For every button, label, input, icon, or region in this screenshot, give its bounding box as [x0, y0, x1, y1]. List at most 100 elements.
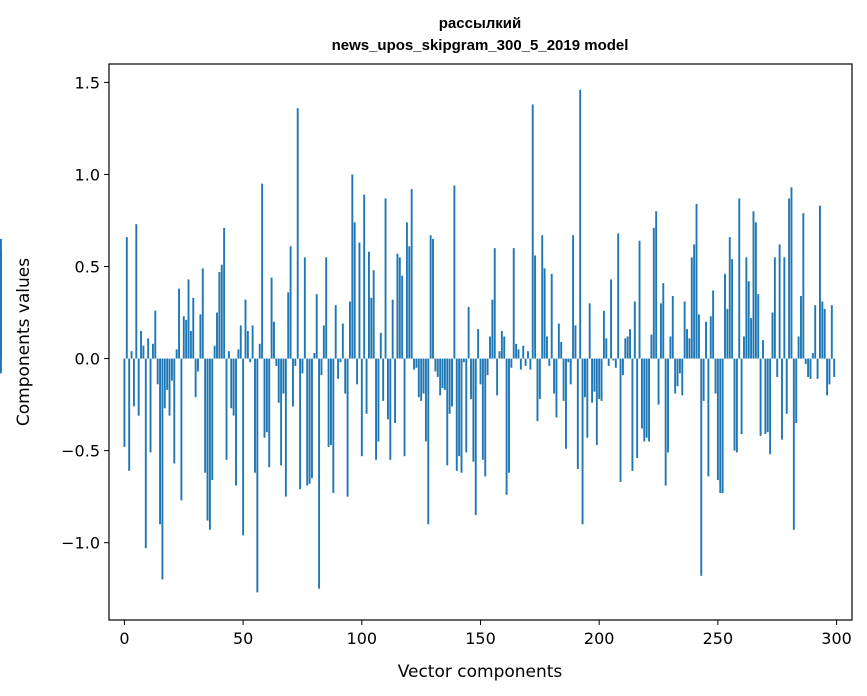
bar-component-50: [242, 358, 245, 536]
bar-component-227: [662, 283, 665, 359]
bar-component-98: [356, 358, 359, 385]
bar-component-26: [185, 319, 188, 359]
bar-component-154: [489, 336, 491, 359]
bar-component-95: [348, 301, 351, 359]
bar-component-223: [652, 227, 655, 359]
bar-component-292: [816, 358, 819, 379]
bar-component-265: [752, 211, 755, 359]
bar-component-232: [674, 358, 677, 394]
bar-component-49: [239, 325, 242, 359]
bar-component-199: [595, 358, 598, 446]
bar-component-17: [163, 358, 166, 409]
bar-component-116: [398, 257, 401, 359]
bar-component-210: [621, 358, 624, 376]
bar-component-250: [716, 358, 719, 481]
bar-component-284: [797, 336, 800, 359]
bar-component-195: [586, 358, 589, 438]
bar-component-224: [655, 211, 658, 359]
bar-component-79: [311, 358, 313, 479]
bar-component-214: [631, 358, 634, 471]
x-tick-label: 100: [347, 629, 378, 648]
bar-component-69: [287, 292, 290, 359]
bar-component-6: [137, 358, 140, 416]
bar-component-89: [334, 305, 337, 359]
bar-component-28: [189, 330, 192, 359]
bar-component-263: [747, 281, 750, 359]
bar-component-61: [268, 358, 271, 468]
bar-component-197: [591, 358, 594, 403]
x-tick-label: 150: [465, 629, 496, 648]
bar-component-194: [584, 358, 586, 398]
bar-component-270: [764, 358, 767, 435]
bar-component-216: [636, 358, 639, 458]
bar-component-169: [524, 358, 527, 366]
bar-component-275: [776, 358, 779, 377]
bar-component-53: [249, 358, 252, 363]
bar-component-119: [405, 222, 408, 359]
bar-component-158: [498, 351, 501, 359]
bar-component-179: [548, 358, 551, 366]
bar-component-39: [216, 312, 218, 359]
bar-component-0: [123, 358, 126, 447]
bar-component-undefined: [0, 330, 2, 359]
bar-component-97: [353, 222, 356, 359]
bar-component-161: [505, 358, 508, 495]
bar-component-67: [282, 358, 285, 394]
bar-component-247: [709, 316, 712, 359]
bar-component-24: [180, 358, 183, 501]
bar-component-128: [427, 358, 430, 525]
x-tick-label: 200: [584, 629, 615, 648]
bar-component-240: [693, 244, 696, 359]
bar-component-184: [560, 342, 563, 359]
bar-component-140: [455, 358, 458, 471]
x-axis-ticks: 0 50 100 150 200 250 300: [119, 620, 852, 648]
bar-component-11: [149, 358, 152, 453]
bar-component-38: [213, 345, 216, 359]
bar-component-238: [688, 338, 691, 359]
bar-component-176: [541, 235, 544, 359]
bar-component-242: [697, 314, 700, 359]
bar-component-187: [567, 358, 570, 363]
bar-component-106: [375, 358, 377, 460]
bar-component-160: [503, 336, 506, 359]
bar-component-181: [553, 358, 556, 394]
bar-component-151: [481, 358, 484, 460]
y-tick-label: 1.0: [75, 165, 100, 184]
bar-component-208: [617, 233, 620, 359]
bar-component-131: [434, 358, 437, 372]
bar-component-206: [612, 358, 615, 361]
bar-component-289: [809, 358, 812, 379]
bar-component-282: [792, 358, 795, 530]
bar-component-255: [728, 237, 731, 359]
bar-component-213: [629, 329, 631, 359]
bar-component-85: [325, 257, 328, 359]
bar-component-228: [664, 358, 667, 486]
bar-component-121: [410, 189, 413, 359]
bar-component-277: [781, 358, 783, 440]
bar-component-21: [173, 358, 176, 464]
bar-component-159: [500, 330, 503, 359]
bar-component-9: [144, 358, 147, 549]
bar-component-117: [401, 275, 404, 359]
bar-component-231: [671, 295, 674, 359]
bar-component-81: [315, 294, 318, 359]
bar-component-185: [562, 358, 565, 401]
bar-component-110: [384, 198, 387, 359]
bar-component-44: [227, 351, 230, 359]
bar-component-71: [292, 358, 294, 407]
bar-component-278: [783, 257, 786, 359]
bar-component-25: [182, 316, 185, 359]
bar-component-276: [778, 244, 781, 359]
bar-component-221: [648, 358, 650, 442]
bar-component-236: [683, 301, 686, 359]
bar-component-152: [484, 358, 487, 477]
bar-component-96: [351, 174, 354, 359]
bar-component-32: [199, 314, 202, 359]
bar-component-10: [147, 338, 150, 359]
bar-component-291: [814, 305, 817, 359]
bar-component-299: [833, 358, 836, 377]
bar-component-162: [508, 358, 510, 473]
x-axis-label: Vector components: [398, 662, 563, 682]
bar-component-99: [358, 242, 361, 359]
